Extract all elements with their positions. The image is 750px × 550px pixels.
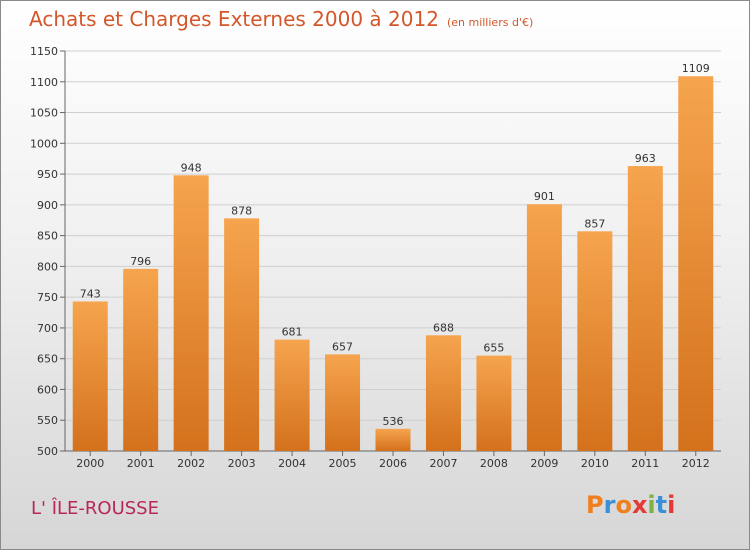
bar: [325, 354, 361, 451]
bar-value-label: 657: [332, 340, 353, 353]
y-tick-label: 500: [37, 445, 58, 458]
bars: [72, 76, 714, 452]
bar-value-label: 963: [635, 152, 656, 165]
commune-name: L' ÎLE-ROUSSE: [31, 498, 159, 519]
bar: [577, 231, 613, 451]
bar: [224, 218, 260, 451]
y-tick-label: 950: [37, 168, 58, 181]
y-tick-label: 1100: [30, 76, 58, 89]
x-tick-label: 2011: [631, 457, 659, 470]
proxiti-logo: Proxiti: [586, 491, 675, 519]
axes: [60, 50, 721, 456]
logo-letter: r: [603, 491, 616, 519]
logo-letter: P: [586, 491, 604, 519]
y-tick-label: 550: [37, 414, 58, 427]
chart-title: Achats et Charges Externes 2000 à 2012 (e…: [29, 7, 533, 31]
x-tick-label: 2010: [581, 457, 609, 470]
y-tick-label: 1000: [30, 137, 58, 150]
y-tick-label: 650: [37, 353, 58, 366]
y-tick-label: 700: [37, 322, 58, 335]
x-tick-label: 2006: [379, 457, 407, 470]
x-tick-label: 2004: [278, 457, 306, 470]
logo-letter: o: [615, 491, 632, 519]
bar: [678, 76, 714, 451]
bar-value-label: 681: [282, 326, 303, 339]
bar-value-label: 688: [433, 321, 454, 334]
y-tick-label: 900: [37, 199, 58, 212]
bar: [72, 301, 108, 451]
bar-value-label: 536: [383, 415, 404, 428]
bar: [476, 355, 512, 451]
bar: [173, 175, 209, 452]
grid-lines: [65, 50, 721, 452]
bar-value-label: 857: [584, 217, 605, 230]
y-tick-label: 850: [37, 230, 58, 243]
x-tick-label: 2001: [127, 457, 155, 470]
bar-value-label: 655: [483, 342, 504, 355]
labels: 500 550 600 650 700 750 800 850 900 950 1000 1050 11…: [30, 45, 710, 470]
x-tick-label: 2009: [530, 457, 558, 470]
logo-letter: i: [647, 491, 656, 519]
bar-value-label: 948: [181, 161, 202, 174]
chart-subtitle: (en milliers d'€): [446, 16, 534, 29]
logo-letter: t: [655, 491, 668, 519]
x-tick-label: 2012: [682, 457, 710, 470]
bar: [375, 428, 411, 451]
x-tick-label: 2002: [177, 457, 205, 470]
bar-value-label: 901: [534, 190, 555, 203]
y-tick-label: 600: [37, 383, 58, 396]
x-tick-label: 2000: [76, 457, 104, 470]
bar: [627, 166, 663, 452]
bar: [425, 335, 461, 451]
x-tick-label: 2003: [228, 457, 256, 470]
bar: [274, 339, 310, 451]
y-tick-label: 750: [37, 291, 58, 304]
bar: [526, 204, 562, 451]
bar-value-label: 796: [130, 255, 151, 268]
logo-letter: x: [631, 491, 648, 519]
bar-value-label: 1109: [682, 62, 710, 75]
bar: [123, 268, 159, 451]
chart-title-text: Achats et Charges Externes 2000 à 2012: [29, 7, 439, 31]
bar-value-label: 743: [80, 287, 101, 300]
x-tick-label: 2007: [429, 457, 457, 470]
x-tick-label: 2005: [329, 457, 357, 470]
bar-value-label: 878: [231, 204, 252, 217]
x-tick-label: 2008: [480, 457, 508, 470]
logo-letter: i: [667, 491, 676, 519]
y-tick-label: 1050: [30, 107, 58, 120]
y-tick-label: 1150: [30, 45, 58, 58]
y-tick-label: 800: [37, 260, 58, 273]
